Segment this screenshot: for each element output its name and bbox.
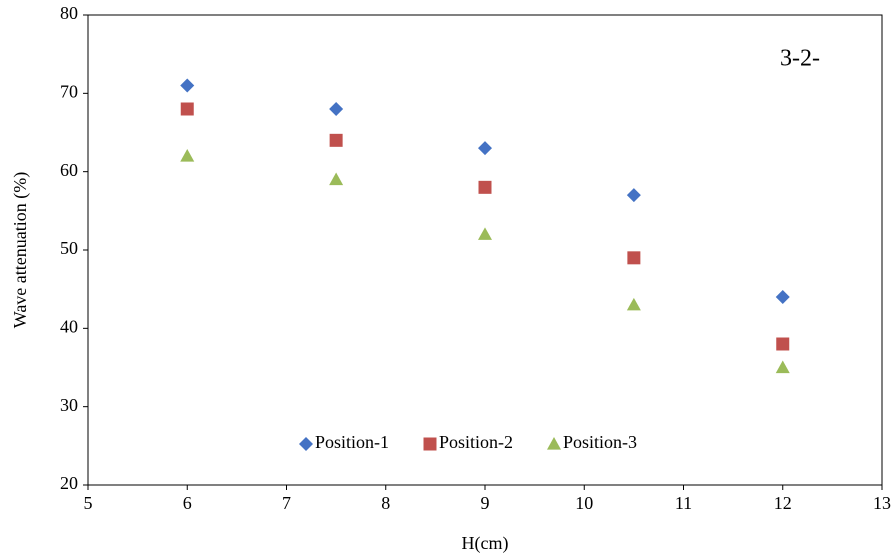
point bbox=[626, 188, 641, 203]
point bbox=[478, 227, 492, 240]
legend-label: Position-2 bbox=[439, 432, 513, 452]
point bbox=[180, 102, 194, 116]
point bbox=[478, 141, 492, 156]
point bbox=[329, 102, 344, 116]
x-tick-label: 13 bbox=[873, 493, 891, 513]
point bbox=[329, 172, 344, 186]
point bbox=[329, 133, 343, 147]
x-tick-label: 7 bbox=[282, 493, 291, 513]
legend-marker bbox=[423, 437, 437, 451]
legend-label: Position-1 bbox=[315, 432, 389, 452]
point bbox=[627, 251, 641, 265]
point bbox=[775, 290, 790, 304]
point bbox=[776, 337, 790, 351]
y-tick-label: 80 bbox=[60, 3, 78, 23]
y-axis-label: Wave attenuation (%) bbox=[10, 172, 31, 328]
x-tick-label: 6 bbox=[183, 493, 192, 513]
legend-marker bbox=[299, 437, 313, 451]
annotation: 3-2- bbox=[780, 46, 820, 72]
y-tick-label: 20 bbox=[60, 473, 78, 493]
x-tick-label: 12 bbox=[774, 493, 792, 513]
y-tick-label: 50 bbox=[60, 238, 78, 258]
x-tick-label: 9 bbox=[481, 493, 490, 513]
y-tick-label: 30 bbox=[60, 395, 78, 415]
plot-frame bbox=[87, 14, 883, 486]
legend-marker bbox=[547, 437, 561, 450]
y-tick-label: 70 bbox=[60, 81, 78, 101]
point bbox=[626, 297, 641, 311]
x-tick-label: 5 bbox=[84, 493, 93, 513]
point bbox=[180, 149, 195, 162]
point bbox=[478, 180, 492, 194]
legend-label: Position-3 bbox=[563, 432, 637, 452]
y-tick-label: 40 bbox=[60, 316, 78, 336]
x-tick-label: 8 bbox=[381, 493, 390, 513]
y-tick-label: 60 bbox=[60, 160, 78, 180]
x-tick-label: 10 bbox=[575, 493, 593, 513]
point bbox=[775, 360, 790, 374]
x-tick-label: 11 bbox=[675, 493, 692, 513]
point bbox=[180, 78, 195, 93]
x-axis-label: H(cm) bbox=[462, 533, 509, 554]
